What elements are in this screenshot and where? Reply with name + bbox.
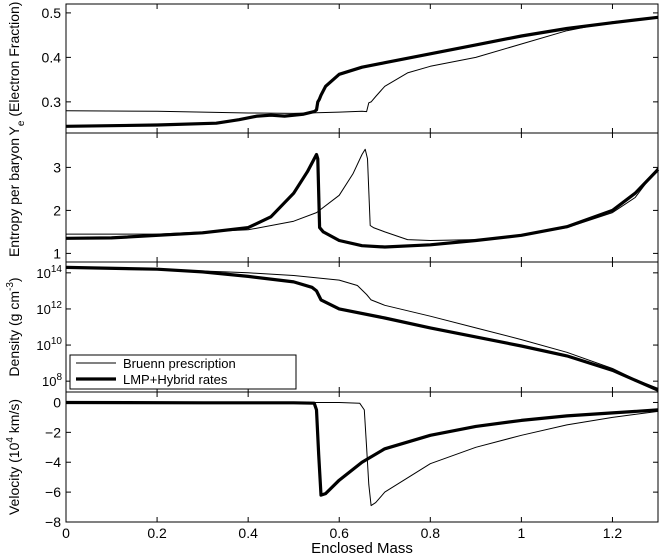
x-tick-label: 0.4 — [238, 525, 258, 541]
y-tick-label: 1010 — [36, 336, 62, 353]
x-tick-label: 1 — [517, 525, 525, 541]
x-tick-label: 0 — [62, 525, 70, 541]
y-tick-label: 0 — [53, 394, 61, 410]
panel-2-frame — [65, 132, 659, 263]
y-tick-label: 0.3 — [42, 94, 62, 110]
series-line-lmp-hybrid — [65, 400, 659, 497]
series-line-bruenn — [65, 16, 659, 114]
panel-3: 108 1010 1012 1014 Density (g cm-3) — [5, 261, 659, 393]
y-axis-label: Ye (Electron Fraction) — [6, 2, 27, 136]
y-axis-label: Density (g cm-3) — [5, 277, 22, 376]
series-line-lmp-hybrid — [65, 265, 659, 392]
y-tick-label: 1012 — [36, 300, 62, 317]
panel-1: 0.3 0.4 0.5 Ye (Electron Fraction) — [6, 2, 659, 136]
legend-label: LMP+Hybrid rates — [123, 372, 228, 387]
series-line-lmp-hybrid — [65, 152, 660, 249]
y-tick-label: −4 — [45, 454, 61, 470]
y-tick-label: 1 — [53, 245, 61, 261]
y-tick-label: 0.4 — [42, 49, 62, 65]
y-axis-label: Velocity (104 km/s) — [5, 399, 22, 515]
y-axis-label: Entropy per baryon — [6, 138, 22, 257]
y-tick-label: 3 — [53, 159, 61, 175]
legend-box — [69, 354, 297, 390]
y-tick-label: 2 — [53, 202, 61, 218]
x-tick-label: 1.2 — [603, 525, 623, 541]
series-line-bruenn — [66, 402, 659, 507]
y-tick-label: 108 — [42, 372, 62, 389]
series-line-bruenn — [65, 266, 659, 389]
x-tick-label: 0.6 — [329, 525, 349, 541]
y-tick-label: −8 — [45, 514, 61, 530]
legend-label: Bruenn prescription — [123, 356, 236, 371]
y-tick-label: −2 — [45, 424, 61, 440]
panel-4: −8 −6 −4 −2 0 Velocity (104 km/s) — [5, 391, 659, 530]
y-tick-label: −6 — [45, 484, 61, 500]
panel-2: 1 2 3 Entropy per baryon — [6, 132, 660, 263]
x-axis-label: Enclosed Mass — [311, 540, 413, 554]
x-tick-label: 0.8 — [421, 525, 441, 541]
y-tick-label: 0.5 — [42, 5, 62, 21]
y-tick-label: 1014 — [36, 264, 62, 281]
x-tick-label: 0.2 — [147, 525, 167, 541]
panel-4-frame — [65, 391, 659, 523]
series-line-lmp-hybrid — [65, 15, 659, 128]
